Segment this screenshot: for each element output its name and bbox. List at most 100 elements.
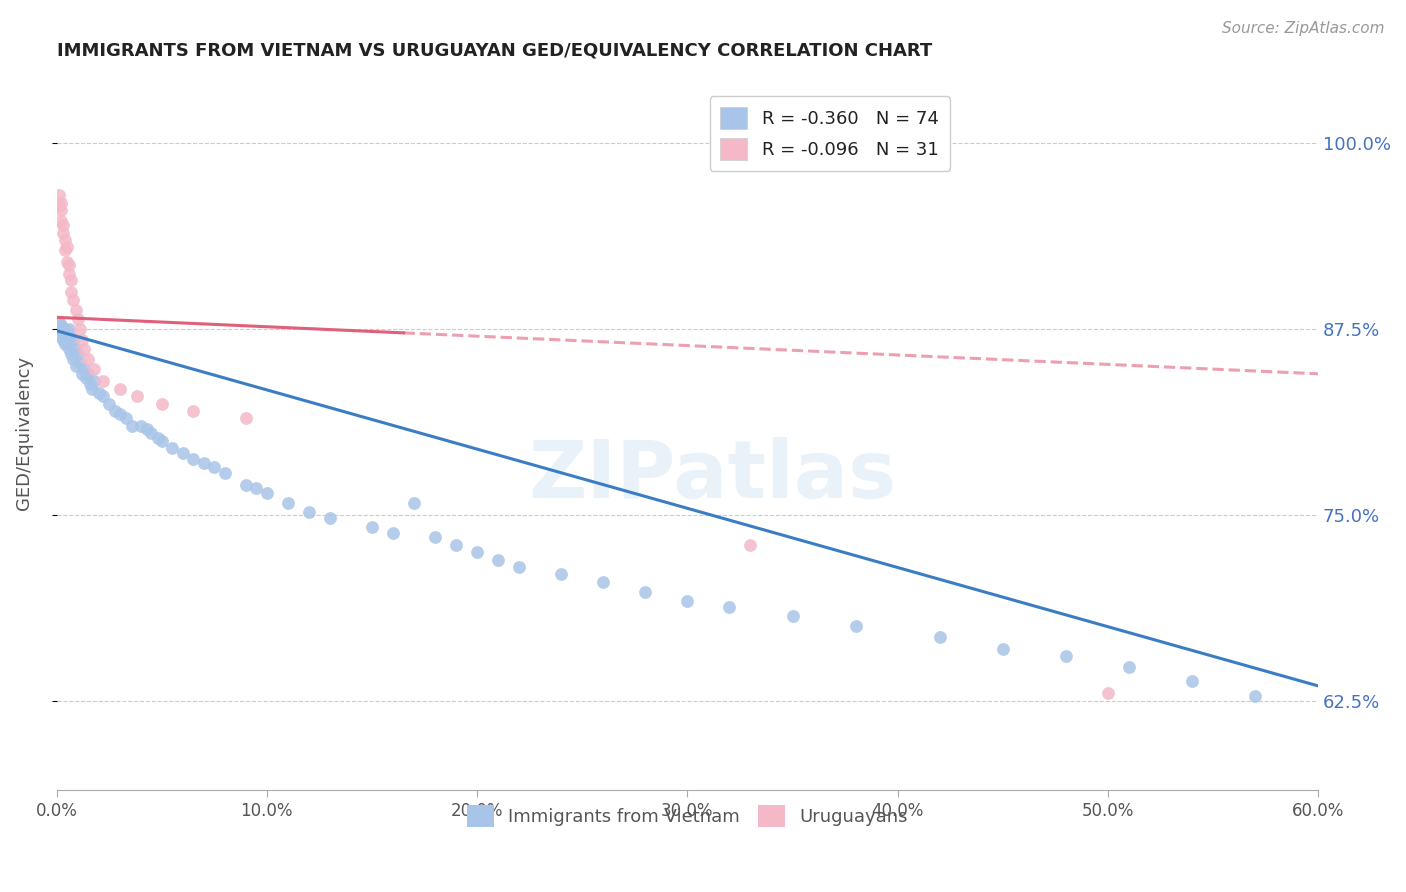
Point xyxy=(52,333,75,347)
Point xyxy=(298,505,321,519)
Point xyxy=(83,362,105,376)
Point xyxy=(77,351,100,366)
Point xyxy=(444,538,467,552)
Point xyxy=(75,371,97,385)
Point xyxy=(73,362,96,376)
Text: Source: ZipAtlas.com: Source: ZipAtlas.com xyxy=(1222,21,1385,36)
Point xyxy=(181,451,204,466)
Point xyxy=(740,538,762,552)
Point xyxy=(1097,686,1119,700)
Point xyxy=(58,322,80,336)
Point xyxy=(214,467,236,481)
Point xyxy=(125,389,148,403)
Point xyxy=(108,382,131,396)
Point xyxy=(718,600,741,615)
Point xyxy=(202,460,225,475)
Point xyxy=(65,359,87,374)
Point xyxy=(465,545,488,559)
Point xyxy=(1181,674,1204,689)
Point xyxy=(136,422,159,436)
Point xyxy=(592,574,614,589)
Point xyxy=(73,342,96,356)
Point xyxy=(49,318,72,332)
Point xyxy=(49,329,72,343)
Point xyxy=(361,520,384,534)
Point xyxy=(129,418,152,433)
Point xyxy=(56,255,79,269)
Point xyxy=(56,324,79,338)
Point xyxy=(70,367,93,381)
Point xyxy=(69,356,91,370)
Point xyxy=(146,431,169,445)
Point xyxy=(172,445,194,459)
Point xyxy=(60,273,83,287)
Point xyxy=(245,481,267,495)
Point xyxy=(141,426,163,441)
Point xyxy=(782,609,804,624)
Point xyxy=(66,311,89,326)
Point xyxy=(56,240,79,254)
Point xyxy=(256,485,278,500)
Point xyxy=(634,585,657,599)
Point xyxy=(402,496,425,510)
Point xyxy=(83,374,105,388)
Point xyxy=(104,404,127,418)
Point xyxy=(60,285,83,299)
Point xyxy=(1244,690,1267,704)
Point xyxy=(77,367,100,381)
Point xyxy=(48,322,70,336)
Legend: Immigrants from Vietnam, Uruguayans: Immigrants from Vietnam, Uruguayans xyxy=(460,798,915,834)
Point xyxy=(48,199,70,213)
Point xyxy=(49,203,72,218)
Point xyxy=(486,552,509,566)
Point xyxy=(508,560,530,574)
Point xyxy=(319,511,342,525)
Point xyxy=(928,630,950,644)
Point xyxy=(49,213,72,227)
Point xyxy=(1118,659,1140,673)
Point xyxy=(91,374,114,388)
Point xyxy=(108,407,131,421)
Point xyxy=(991,641,1014,656)
Point xyxy=(49,195,72,210)
Point xyxy=(56,335,79,350)
Point xyxy=(58,342,80,356)
Y-axis label: GED/Equivalency: GED/Equivalency xyxy=(15,356,32,510)
Point xyxy=(56,329,79,343)
Point xyxy=(91,389,114,403)
Point xyxy=(69,322,91,336)
Point xyxy=(181,404,204,418)
Text: ZIPatlas: ZIPatlas xyxy=(529,437,897,515)
Point xyxy=(52,320,75,334)
Point xyxy=(58,267,80,281)
Point xyxy=(235,411,257,425)
Point xyxy=(1054,649,1077,664)
Point xyxy=(676,594,699,608)
Point xyxy=(235,478,257,492)
Point xyxy=(150,434,173,448)
Point xyxy=(845,619,868,633)
Point xyxy=(121,418,143,433)
Point xyxy=(382,525,405,540)
Point xyxy=(53,233,76,247)
Point xyxy=(66,347,89,361)
Point xyxy=(70,333,93,347)
Point xyxy=(52,218,75,232)
Point xyxy=(60,347,83,361)
Point xyxy=(48,315,70,329)
Point xyxy=(62,351,84,366)
Point xyxy=(48,188,70,202)
Point xyxy=(52,326,75,341)
Point xyxy=(162,441,184,455)
Point xyxy=(53,326,76,341)
Point xyxy=(53,244,76,258)
Point xyxy=(62,293,84,307)
Point xyxy=(62,333,84,347)
Point xyxy=(87,386,110,401)
Point xyxy=(60,329,83,343)
Point xyxy=(65,342,87,356)
Point xyxy=(58,258,80,272)
Point xyxy=(98,396,121,410)
Point xyxy=(193,456,215,470)
Point xyxy=(423,530,446,544)
